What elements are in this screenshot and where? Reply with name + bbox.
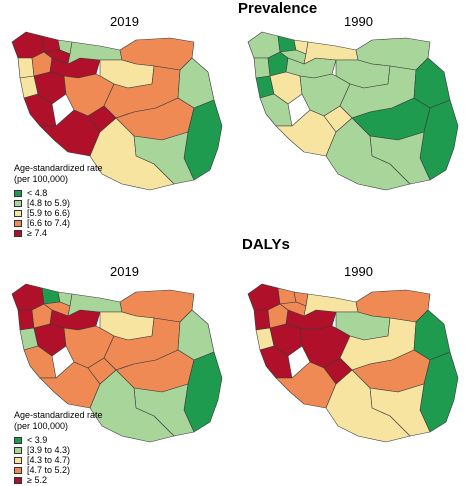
legend-swatch <box>14 446 22 454</box>
legend-label: < 3.9 <box>27 434 48 445</box>
legend-label: ≥ 7.4 <box>27 227 47 238</box>
legend-label: [3.9 to 4.3) <box>27 444 71 455</box>
dalys-legend-item: ≥ 5.2 <box>14 475 103 485</box>
dalys-2019-map <box>11 283 223 443</box>
legend-swatch <box>14 209 22 217</box>
dalys-legend-item: [4.3 to 4.7) <box>14 455 103 465</box>
legend-swatch <box>14 456 22 464</box>
legend-label: [4.8 to 5.9) <box>27 197 71 208</box>
prevalence-legend-item: [5.9 to 6.6) <box>14 208 103 218</box>
prevalence-legend-item: ≥ 7.4 <box>14 228 103 238</box>
legend-label: ≥ 5.2 <box>27 474 47 485</box>
legend-swatch <box>14 466 22 474</box>
legend-swatch <box>14 476 22 484</box>
province-region <box>87 357 117 385</box>
prevalence-legend-item: [4.8 to 5.9) <box>14 198 103 208</box>
dalys-legend-item: [3.9 to 4.3) <box>14 445 103 455</box>
province-region <box>277 287 297 305</box>
legend-swatch <box>14 189 22 197</box>
prevalence-legend: Age-standardized rate (per 100,000) < 4.… <box>14 163 103 238</box>
province-region <box>277 35 297 53</box>
dalys-legend-title: Age-standardized rate (per 100,000) <box>14 410 103 432</box>
dalys-legend-item: [4.7 to 5.2) <box>14 465 103 475</box>
province-region <box>87 105 117 133</box>
prevalence-1990-map <box>247 31 459 191</box>
prevalence-2019-map <box>11 31 223 191</box>
legend-swatch <box>14 199 22 207</box>
province-region <box>253 57 271 79</box>
prevalence-legend-title: Age-standardized rate (per 100,000) <box>14 163 103 185</box>
dalys-legend-title-line-1: Age-standardized rate <box>14 410 103 420</box>
prevalence-legend-item: < 4.8 <box>14 188 103 198</box>
prevalence-2019-year-label: 2019 <box>110 14 139 29</box>
province-region <box>41 287 61 305</box>
prevalence-legend-title-line-1: Age-standardized rate <box>14 163 103 173</box>
legend-label: [4.3 to 4.7) <box>27 454 71 465</box>
prevalence-section-title: Prevalence <box>238 0 318 17</box>
legend-label: [6.6 to 7.4) <box>27 217 71 228</box>
province-region <box>17 57 35 79</box>
prevalence-legend-item: [6.6 to 7.4) <box>14 218 103 228</box>
legend-swatch <box>14 436 22 444</box>
dalys-legend-title-line-2: (per 100,000) <box>14 421 69 431</box>
legend-label: < 4.8 <box>27 187 48 198</box>
prevalence-1990-year-label: 1990 <box>344 14 373 29</box>
dalys-1990-map <box>247 283 459 443</box>
legend-label: [4.7 to 5.2) <box>27 464 71 475</box>
legend-swatch <box>14 229 22 237</box>
prevalence-legend-title-line-2: (per 100,000) <box>14 174 69 184</box>
province-region <box>17 309 35 331</box>
province-region <box>253 309 271 331</box>
province-region <box>41 35 61 53</box>
dalys-legend-item: < 3.9 <box>14 435 103 445</box>
dalys-1990-year-label: 1990 <box>344 264 373 279</box>
dalys-2019-year-label: 2019 <box>110 264 139 279</box>
dalys-section-title: DALYs <box>242 236 290 253</box>
legend-label: [5.9 to 6.6) <box>27 207 71 218</box>
province-region <box>323 105 353 133</box>
legend-swatch <box>14 219 22 227</box>
province-region <box>323 357 353 385</box>
